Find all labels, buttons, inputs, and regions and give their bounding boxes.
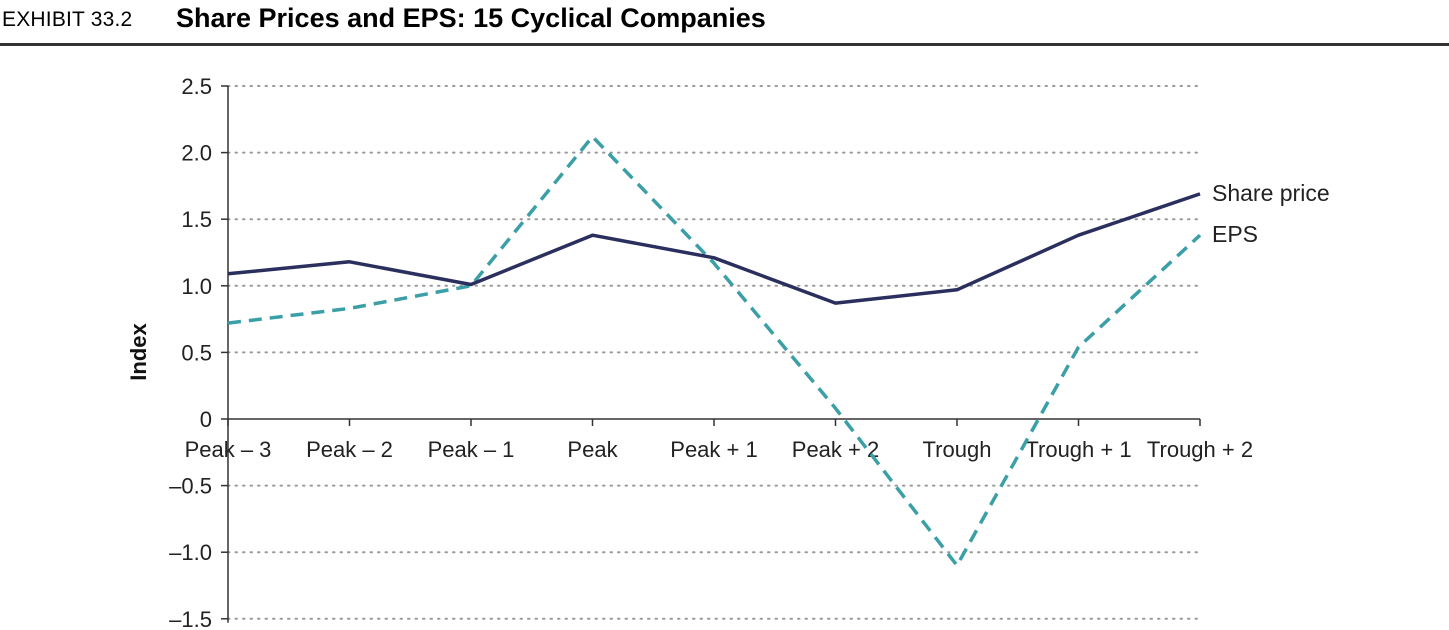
x-tick-label: Trough + 2 bbox=[1147, 437, 1253, 462]
y-tick-label: 1.0 bbox=[181, 274, 212, 299]
x-tick-label: Trough bbox=[923, 437, 992, 462]
series-lines bbox=[227, 134, 1202, 568]
series-line-eps bbox=[227, 134, 1202, 568]
x-tick-label: Peak – 2 bbox=[306, 437, 393, 462]
y-tick-label: –1.5 bbox=[169, 607, 212, 630]
exhibit-header: EXHIBIT 33.2 Share Prices and EPS: 15 Cy… bbox=[0, 0, 1449, 46]
x-tick-label: Peak – 3 bbox=[185, 437, 272, 462]
chart-title: Share Prices and EPS: 15 Cyclical Compan… bbox=[176, 3, 766, 33]
x-tick-label: Trough + 1 bbox=[1025, 437, 1131, 462]
gridlines bbox=[227, 85, 1201, 620]
axes bbox=[221, 85, 1201, 623]
y-tick-label: 0.5 bbox=[181, 340, 212, 365]
y-tick-labels: 2.5 2.0 1.5 1.0 0.5 0 –0.5 –1.0 –1.5 bbox=[169, 74, 212, 630]
y-tick-label: 2.0 bbox=[181, 141, 212, 166]
x-tick-labels: Peak – 3 Peak – 2 Peak – 1 Peak Peak + 1 Peak… bbox=[185, 437, 1254, 462]
y-axis-title: Index bbox=[126, 323, 151, 381]
y-tick-label: –0.5 bbox=[169, 474, 212, 499]
header-rule bbox=[0, 43, 1449, 46]
y-tick-label: 1.5 bbox=[181, 207, 212, 232]
x-tick-label: Peak – 1 bbox=[428, 437, 515, 462]
exhibit-number: EXHIBIT 33.2 bbox=[2, 8, 133, 31]
x-tick-label: Peak bbox=[567, 437, 618, 462]
x-tick-label: Peak + 1 bbox=[670, 437, 757, 462]
series-label-share-price: Share price bbox=[1212, 180, 1330, 206]
x-tick-label: Peak + 2 bbox=[792, 437, 879, 462]
series-labels: Share price EPS bbox=[1212, 180, 1330, 247]
y-tick-label: 2.5 bbox=[181, 74, 212, 99]
series-label-eps: EPS bbox=[1212, 221, 1258, 247]
y-tick-label: –1.0 bbox=[169, 540, 212, 565]
y-tick-label: 0 bbox=[200, 407, 212, 432]
